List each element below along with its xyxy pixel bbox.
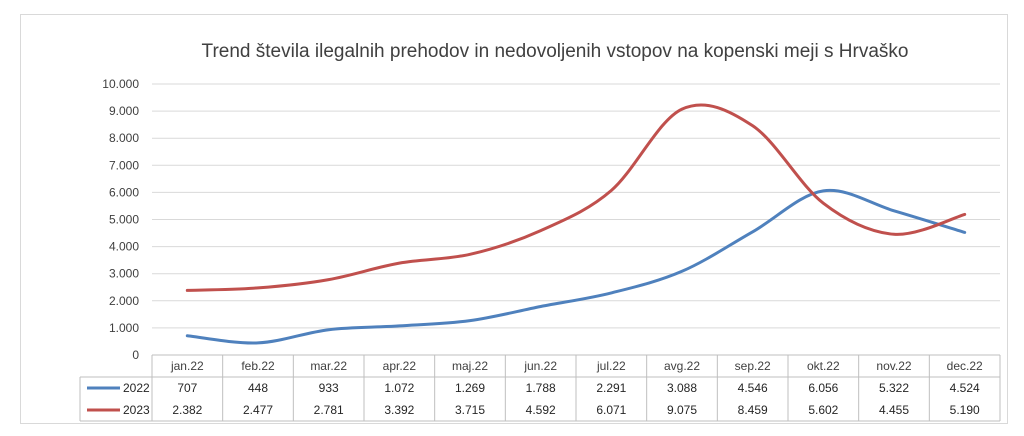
chart-title: Trend števila ilegalnih prehodov in nedo…	[202, 41, 909, 62]
x-tick-label: jun.22	[523, 359, 557, 373]
gridlines	[152, 83, 1000, 329]
table-cell: 3.392	[384, 403, 414, 417]
table-cell: 5.190	[950, 403, 980, 417]
series-line-2022	[185, 188, 967, 345]
x-tick-label: sep.22	[735, 359, 771, 373]
y-tick-label: 7.000	[109, 158, 139, 172]
table-cell: 3.715	[455, 403, 485, 417]
table-cell: 1.269	[455, 381, 485, 395]
y-tick-label: 0	[132, 348, 139, 362]
x-tick-label: feb.22	[241, 359, 275, 373]
table-cell: 4.592	[526, 403, 556, 417]
table-cell: 6.071	[596, 403, 626, 417]
table-cell: 5.322	[879, 381, 909, 395]
table-cell: 1.072	[384, 381, 414, 395]
table-cell: 2.382	[172, 403, 202, 417]
table-cell: 3.088	[667, 381, 697, 395]
x-tick-label: jul.22	[596, 359, 626, 373]
table-cell: 2.781	[314, 403, 344, 417]
x-tick-label: mar.22	[310, 359, 347, 373]
x-tick-label: dec.22	[947, 359, 983, 373]
y-tick-label: 9.000	[109, 104, 139, 118]
y-tick-label: 5.000	[109, 213, 139, 227]
table-cell: 2.477	[243, 403, 273, 417]
table-cell: 4.546	[738, 381, 768, 395]
x-tick-label: jan.22	[170, 359, 204, 373]
data-table: jan.22 feb.22 mar.22 apr.22 maj.22 jun.22 jul.…	[79, 354, 1001, 422]
y-tick-label: 4.000	[109, 240, 139, 254]
y-tick-label: 2.000	[109, 294, 139, 308]
x-tick-label: avg.22	[664, 359, 700, 373]
table-cell: 1.788	[526, 381, 556, 395]
table-cell: 707	[177, 381, 197, 395]
table-cell: 4.455	[879, 403, 909, 417]
table-cell: 448	[248, 381, 268, 395]
x-tick-label: nov.22	[876, 359, 911, 373]
table-cell: 9.075	[667, 403, 697, 417]
x-tick-label: maj.22	[452, 359, 488, 373]
table-cell: 2.291	[596, 381, 626, 395]
y-tick-label: 8.000	[109, 131, 139, 145]
table-cell: 4.524	[950, 381, 980, 395]
table-cell: 933	[319, 381, 339, 395]
table-cell: 6.056	[808, 381, 838, 395]
y-tick-label: 6.000	[109, 185, 139, 199]
y-tick-label: 1.000	[109, 321, 139, 335]
legend-label-2023: 2023	[123, 403, 150, 417]
table-cell: 5.602	[808, 403, 838, 417]
legend-label-2022: 2022	[123, 381, 150, 395]
y-axis-ticks: 0 1.000 2.000 3.000 4.000 5.000 6.000 7.000 8.00…	[102, 77, 139, 362]
table-cell: 8.459	[738, 403, 768, 417]
series-lines	[185, 103, 967, 345]
x-tick-label: okt.22	[807, 359, 840, 373]
y-tick-label: 10.000	[102, 77, 139, 91]
y-tick-label: 3.000	[109, 267, 139, 281]
series-line-2023	[185, 103, 967, 292]
x-tick-label: apr.22	[383, 359, 417, 373]
